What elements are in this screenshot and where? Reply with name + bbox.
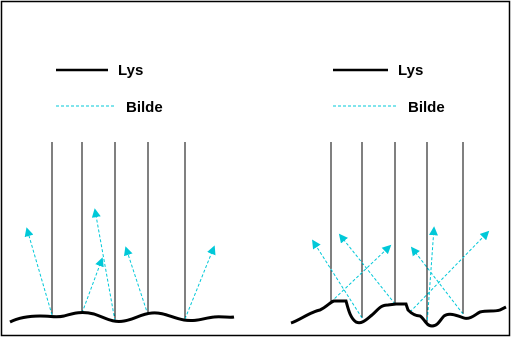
reflected-ray: [338, 233, 396, 305]
right-reflected-rays: [312, 226, 490, 326]
smooth-surface: [9, 311, 235, 324]
legend-light-label: Lys: [398, 62, 423, 79]
right-panel: Lys Bilde: [290, 62, 507, 328]
right-incident-rays: [330, 142, 464, 325]
reflected-ray: [409, 230, 490, 313]
left-incident-rays: [51, 142, 186, 321]
left-reflected-rays: [24, 208, 216, 322]
reflected-ray: [123, 246, 149, 316]
reflected-ray: [410, 246, 464, 315]
reflected-ray: [184, 245, 216, 320]
reflected-ray: [24, 227, 53, 316]
reflected-ray: [91, 208, 116, 322]
reflected-ray: [330, 244, 392, 303]
legend-light-label: Lys: [118, 62, 143, 79]
reflected-ray: [81, 257, 104, 314]
left-panel: Lys Bilde: [9, 62, 235, 324]
legend-image-label: Bilde: [126, 99, 163, 116]
left-legend: Lys Bilde: [56, 62, 163, 116]
legend-image-label: Bilde: [408, 99, 445, 116]
right-legend: Lys Bilde: [333, 62, 445, 116]
reflected-ray: [426, 226, 438, 326]
reflected-ray: [312, 239, 363, 319]
rough-surface: [290, 299, 507, 328]
